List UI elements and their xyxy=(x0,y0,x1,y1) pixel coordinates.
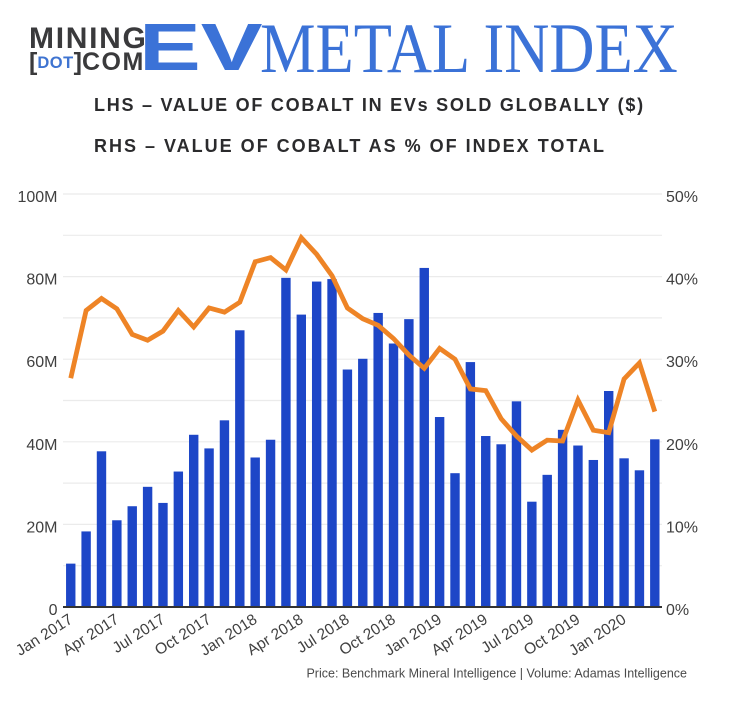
svg-text:Price: Benchmark Mineral Intel: Price: Benchmark Mineral Intelligence | … xyxy=(306,667,687,681)
svg-text:0%: 0% xyxy=(666,602,689,619)
svg-text:30%: 30% xyxy=(666,354,698,371)
svg-text:80M: 80M xyxy=(26,272,57,289)
svg-text:60M: 60M xyxy=(26,354,57,371)
svg-text:20M: 20M xyxy=(26,519,57,536)
svg-text:40M: 40M xyxy=(26,437,57,454)
svg-text:10%: 10% xyxy=(666,519,698,536)
svg-text:50%: 50% xyxy=(666,189,698,206)
svg-text:0: 0 xyxy=(49,602,58,619)
svg-text:20%: 20% xyxy=(666,437,698,454)
svg-text:100M: 100M xyxy=(17,189,57,206)
svg-text:40%: 40% xyxy=(666,272,698,289)
